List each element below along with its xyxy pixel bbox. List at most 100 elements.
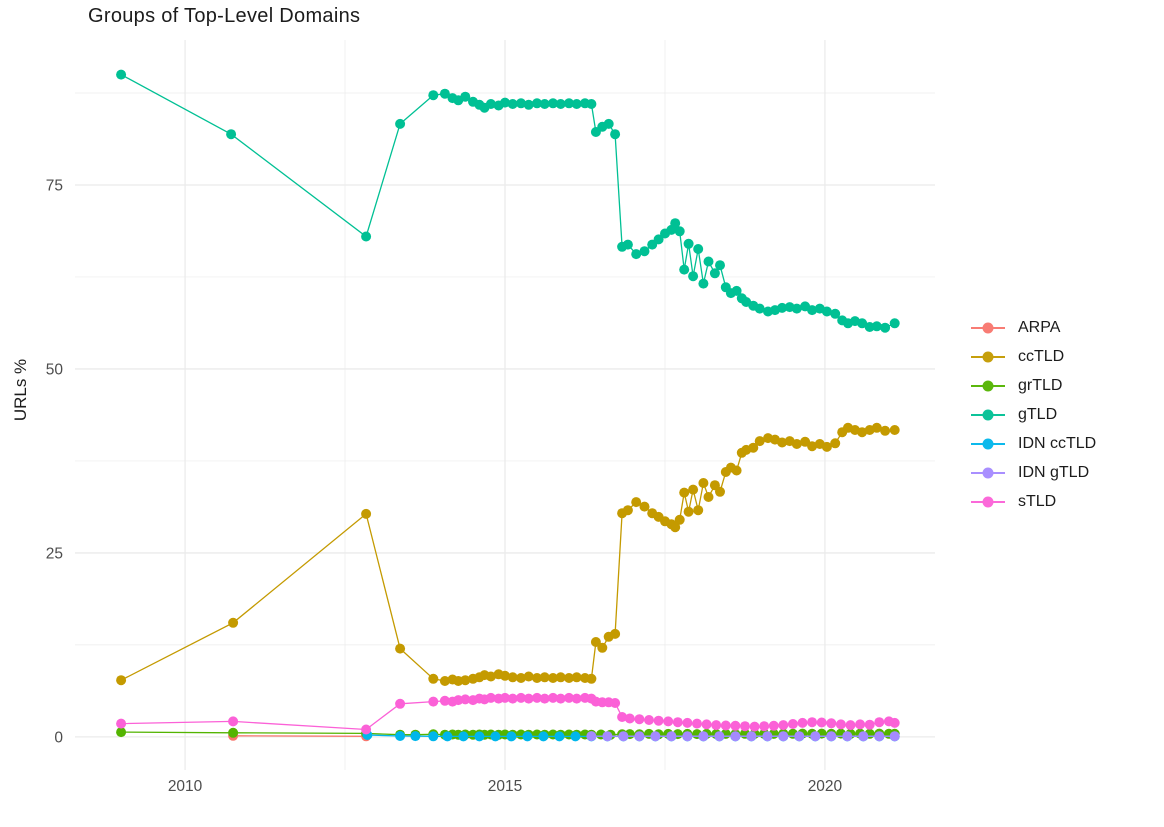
legend-label: ccTLD [1018,348,1065,365]
data-point-idn-gtld [650,731,661,742]
legend-key-dot-icon [982,322,994,334]
data-point-stld [539,693,550,704]
legend-item-idn-cctld: IDN ccTLD [971,433,1096,455]
data-point-idn-cctld [458,731,469,742]
data-point-stld [826,718,837,729]
data-point-idn-gtld [858,731,869,742]
data-point-idn-gtld [794,731,805,742]
data-point-gtld [500,97,510,108]
data-point-gtld [821,306,832,317]
data-point-gtld [460,91,471,102]
data-point-cctld [555,672,566,683]
data-point-gtld [791,303,802,314]
data-point-cctld [597,642,608,653]
data-point-cctld [610,628,621,639]
legend-key-dot-icon [982,438,994,450]
data-point-cctld [428,673,439,684]
data-point-stld [555,693,566,704]
chart-title: Groups of Top-Level Domains [88,5,361,27]
data-point-stld [516,692,526,703]
y-tick-label: 25 [46,545,63,562]
data-point-cctld [564,673,574,683]
legend-label: gTLD [1018,406,1058,423]
data-point-idn-gtld [618,731,629,742]
x-tick-label: 2020 [808,778,843,795]
data-point-gtld [688,271,699,282]
data-point-cctld [631,497,642,508]
data-point-idn-cctld [428,731,439,742]
data-point-stld [797,717,808,728]
data-point-cctld [871,422,882,433]
data-point-gtld [395,118,406,129]
legend-key-dot-icon [982,496,994,508]
data-point-gtld [226,129,237,140]
data-point-cctld [748,442,759,453]
data-point-gtld [439,88,450,99]
data-point-gtld [507,99,518,109]
data-point-gtld [871,321,882,332]
data-point-stld [460,694,471,705]
series-line-gtld [120,74,895,329]
data-point-cctld [500,670,510,681]
data-point-gtld [571,99,582,109]
data-point-stld [532,692,542,703]
data-point-cctld [228,617,239,628]
data-point-idn-cctld [554,731,565,742]
data-point-cctld [116,675,127,686]
data-point-gtld [539,99,550,109]
data-point-gtld [523,99,534,110]
data-point-stld [730,720,741,731]
data-point-cctld [889,425,900,435]
data-point-grtld [116,727,127,738]
x-tick-label: 2010 [168,778,203,795]
data-point-stld [564,692,574,703]
data-point-cctld [791,439,802,449]
legend-item-stld: sTLD [971,491,1096,513]
data-point-gtld [889,318,900,329]
series-line-arpa [233,735,367,737]
data-point-idn-cctld [538,731,549,742]
data-point-gtld [693,244,704,254]
data-point-stld [228,716,239,727]
data-point-stld [624,713,635,724]
data-point-idn-cctld [395,731,406,741]
legend-key-line-icon [971,351,1005,363]
data-point-gtld [703,256,714,267]
data-point-idn-gtld [682,731,693,742]
data-point-cctld [821,441,832,452]
data-point-stld [759,721,770,732]
data-point-gtld [564,98,574,109]
data-point-idn-cctld [474,731,485,742]
data-point-gtld [807,305,818,316]
data-point-gtld [777,302,788,313]
data-point-cctld [807,441,818,452]
data-point-idn-gtld [714,731,725,742]
data-point-idn-gtld [778,731,789,742]
data-point-stld [711,720,722,731]
data-point-cctld [460,675,471,686]
data-point-stld [500,692,510,703]
data-point-idn-cctld [490,731,501,742]
data-point-idn-cctld [570,731,581,742]
data-point-stld [116,718,127,729]
legend-label: ARPA [1018,319,1061,336]
data-point-stld [816,717,827,728]
data-point-stld [874,717,885,728]
legend-key-dot-icon [982,351,994,363]
legend-key-line-icon [971,467,1005,479]
series-line-cctld [120,427,895,682]
data-point-gtld [610,129,621,140]
data-point-stld [653,715,664,726]
legend-key-line-icon [971,409,1005,421]
data-point-stld [787,719,798,729]
data-point-idn-gtld [889,731,900,742]
data-point-stld [617,712,628,722]
data-point-stld [778,720,789,731]
data-point-stld [672,717,683,728]
data-point-idn-gtld [842,731,853,742]
legend-key-dot-icon [982,380,994,392]
data-point-idn-gtld [762,731,773,742]
data-point-gtld [653,234,664,245]
data-point-cctld [777,437,788,448]
